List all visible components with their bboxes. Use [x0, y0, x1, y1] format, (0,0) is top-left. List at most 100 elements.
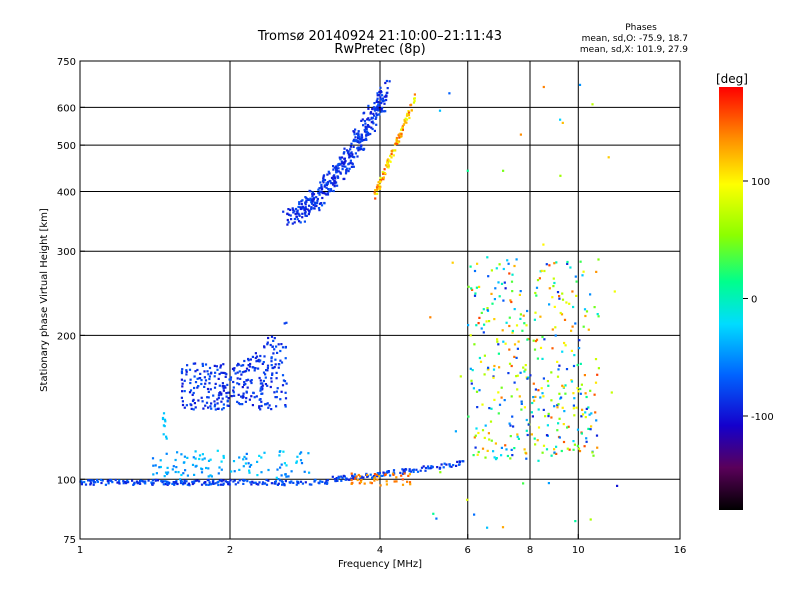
data-point	[258, 454, 261, 457]
data-point	[207, 467, 210, 470]
data-point	[553, 448, 556, 451]
data-point	[556, 291, 560, 294]
data-point	[233, 394, 236, 397]
data-point	[300, 462, 304, 465]
data-point	[232, 386, 235, 389]
data-point	[161, 481, 164, 484]
data-point	[526, 309, 529, 313]
data-point	[525, 457, 528, 460]
data-point	[341, 165, 344, 168]
data-point	[343, 147, 346, 150]
data-point	[321, 191, 324, 195]
data-point	[269, 343, 272, 347]
data-point	[332, 165, 335, 168]
data-point	[357, 149, 360, 152]
data-point	[185, 373, 188, 376]
data-point	[337, 170, 340, 173]
data-point	[285, 464, 288, 467]
data-point	[467, 324, 470, 327]
data-point	[321, 480, 324, 483]
data-point	[516, 347, 519, 350]
data-point	[236, 371, 239, 374]
data-point	[308, 483, 311, 486]
data-point	[373, 476, 377, 479]
data-point	[164, 483, 167, 486]
data-point	[584, 416, 587, 419]
data-point	[560, 449, 563, 453]
data-point	[376, 184, 379, 187]
data-point	[473, 343, 476, 346]
data-point	[245, 390, 248, 393]
data-point	[535, 294, 538, 297]
data-point	[320, 186, 323, 189]
data-point	[473, 294, 477, 297]
data-point	[226, 404, 229, 407]
data-point	[316, 201, 319, 205]
data-point	[304, 210, 307, 214]
data-point	[218, 384, 221, 387]
data-point	[551, 347, 554, 350]
data-point	[179, 481, 183, 485]
data-point	[369, 132, 372, 136]
data-point	[242, 364, 245, 367]
data-point	[246, 480, 249, 483]
data-point	[90, 479, 93, 482]
data-point	[539, 396, 542, 399]
data-point	[490, 407, 493, 410]
data-point	[188, 368, 192, 371]
data-point	[242, 482, 245, 485]
data-point	[473, 436, 476, 439]
data-point	[374, 197, 377, 200]
data-point	[250, 463, 253, 467]
data-point	[197, 399, 200, 402]
data-point	[381, 474, 384, 477]
data-point	[497, 391, 500, 394]
data-point	[579, 260, 582, 263]
data-point	[333, 176, 336, 179]
data-point	[165, 452, 168, 455]
data-point	[313, 201, 316, 204]
data-point	[308, 204, 311, 207]
y-tick-label: 600	[57, 103, 76, 114]
data-point	[171, 468, 174, 471]
data-point	[487, 368, 490, 371]
data-point	[375, 112, 378, 115]
data-point	[498, 263, 501, 266]
y-tick-label: 300	[57, 247, 76, 258]
data-point	[267, 479, 270, 482]
data-point	[188, 484, 191, 487]
data-point	[570, 349, 573, 352]
data-point	[280, 361, 284, 364]
data-point	[518, 293, 521, 296]
data-point	[196, 368, 199, 372]
data-point	[261, 481, 265, 484]
data-point	[233, 479, 236, 482]
data-point	[163, 418, 167, 421]
data-point	[217, 483, 220, 487]
data-point	[504, 287, 507, 290]
data-point	[373, 191, 376, 194]
data-point	[319, 480, 322, 483]
data-point	[373, 192, 376, 195]
data-point	[382, 471, 385, 474]
data-point	[160, 480, 163, 483]
data-point	[498, 295, 501, 298]
data-point	[510, 448, 513, 451]
data-point	[203, 385, 206, 388]
data-point	[493, 456, 496, 459]
data-point	[400, 135, 403, 138]
data-point	[292, 481, 295, 484]
data-point	[383, 99, 386, 102]
data-point	[580, 415, 583, 418]
data-point	[398, 133, 401, 136]
data-point	[266, 364, 270, 367]
data-point	[271, 372, 274, 375]
data-point	[156, 479, 160, 482]
data-point	[243, 359, 246, 363]
data-point	[375, 123, 378, 126]
data-point	[475, 427, 478, 430]
data-point	[266, 402, 269, 405]
data-point	[192, 391, 195, 395]
data-point	[322, 174, 326, 177]
data-point	[88, 479, 91, 482]
